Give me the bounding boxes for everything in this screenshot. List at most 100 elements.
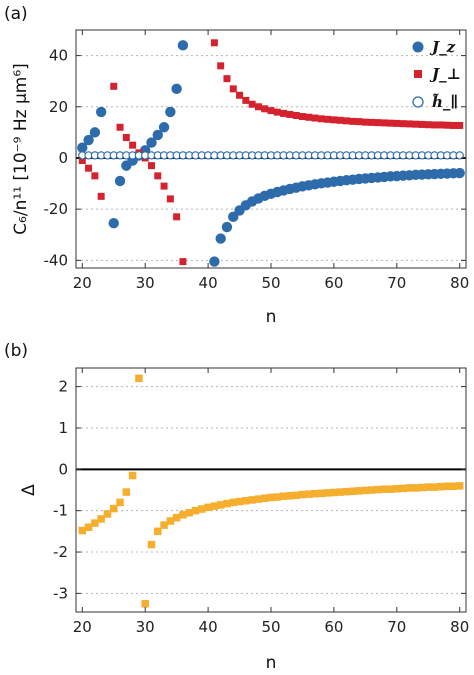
data-point bbox=[260, 494, 269, 503]
data-point bbox=[323, 489, 332, 497]
data-point bbox=[128, 471, 137, 480]
x-tick-label: 20 bbox=[73, 274, 92, 292]
data-point bbox=[109, 504, 118, 513]
data-point bbox=[292, 491, 300, 500]
data-point bbox=[204, 503, 212, 512]
data-point bbox=[242, 497, 250, 505]
data-point bbox=[286, 492, 294, 500]
data-point bbox=[361, 486, 370, 495]
data-point bbox=[386, 485, 395, 493]
data-point bbox=[210, 39, 218, 47]
y-tick-label: 20 bbox=[49, 98, 68, 116]
data-point bbox=[405, 120, 413, 128]
data-point bbox=[108, 218, 119, 229]
y-tick-label: 40 bbox=[49, 47, 68, 65]
data-point bbox=[185, 508, 193, 517]
series-series2 bbox=[78, 151, 464, 160]
data-point bbox=[84, 523, 93, 531]
data-point bbox=[166, 195, 174, 203]
x-tick-label: 70 bbox=[387, 618, 406, 636]
data-point bbox=[298, 490, 307, 499]
data-point bbox=[418, 483, 426, 492]
data-point bbox=[116, 498, 124, 507]
x-tick-label: 60 bbox=[324, 618, 343, 636]
data-point bbox=[273, 493, 282, 501]
data-point bbox=[215, 233, 226, 244]
y-tick-label: -20 bbox=[44, 200, 69, 218]
panel-a-x-axis-label: n bbox=[266, 307, 277, 327]
data-point bbox=[305, 113, 313, 121]
panel-a-data-points bbox=[77, 39, 465, 267]
data-point bbox=[336, 488, 344, 496]
data-point bbox=[85, 164, 93, 172]
panel-a-legend: J_z J_⊥ h̃_∥ bbox=[412, 38, 461, 111]
data-point bbox=[236, 91, 244, 99]
legend-marker bbox=[412, 96, 424, 108]
data-point bbox=[179, 511, 187, 519]
data-point bbox=[254, 103, 262, 111]
data-point bbox=[110, 82, 118, 90]
data-point bbox=[77, 142, 88, 153]
data-point bbox=[198, 505, 206, 513]
data-point bbox=[380, 485, 388, 493]
data-point bbox=[368, 118, 376, 126]
data-point bbox=[154, 527, 162, 536]
x-tick-label: 60 bbox=[324, 274, 343, 292]
data-point bbox=[454, 167, 465, 179]
x-tick-label: 50 bbox=[261, 274, 280, 292]
data-point bbox=[399, 484, 407, 493]
data-point bbox=[254, 495, 263, 503]
series-series0 bbox=[77, 40, 465, 267]
data-point bbox=[455, 482, 464, 490]
data-point bbox=[336, 116, 344, 124]
data-point bbox=[154, 172, 162, 180]
x-tick-label: 20 bbox=[73, 618, 92, 636]
x-tick-label: 40 bbox=[199, 274, 218, 292]
panel-label-b: (b) bbox=[4, 341, 28, 361]
data-point bbox=[324, 115, 332, 123]
legend-label: J_⊥ bbox=[429, 65, 461, 83]
x-tick-label: 70 bbox=[387, 274, 406, 292]
x-tick-label: 30 bbox=[136, 618, 155, 636]
y-tick-label: -40 bbox=[44, 251, 69, 269]
data-point bbox=[217, 62, 225, 70]
chart-panel-a: 20 30 40 50 60 70 80 -40 -20 0 20 40 n C₆/n¹¹ [10⁻⁹… bbox=[11, 29, 469, 327]
data-point bbox=[91, 519, 99, 527]
data-point bbox=[229, 85, 237, 93]
data-point bbox=[342, 117, 350, 125]
panel-a-y-axis-label: C₆/n¹¹ [10⁻⁹ Hz μm⁶] bbox=[11, 63, 31, 235]
y-tick-label: -3 bbox=[53, 584, 68, 602]
y-tick-label: -1 bbox=[53, 502, 68, 520]
data-point bbox=[317, 115, 325, 123]
data-point bbox=[374, 119, 382, 127]
data-point bbox=[135, 374, 143, 383]
data-point bbox=[172, 513, 181, 522]
data-point bbox=[361, 118, 369, 126]
data-point bbox=[160, 182, 168, 190]
data-point bbox=[216, 501, 225, 509]
data-point bbox=[443, 482, 451, 491]
data-point bbox=[116, 123, 124, 131]
data-point bbox=[122, 488, 131, 496]
panel-b-gridlines bbox=[76, 386, 466, 594]
data-point bbox=[242, 96, 250, 104]
y-tick-label: 0 bbox=[58, 460, 68, 478]
data-point bbox=[273, 108, 281, 116]
data-point bbox=[147, 540, 156, 549]
data-point bbox=[248, 100, 256, 108]
data-point bbox=[166, 517, 175, 525]
data-point bbox=[146, 137, 157, 148]
data-point bbox=[114, 175, 126, 187]
data-point bbox=[405, 484, 414, 492]
panel-b-x-axis-label: n bbox=[266, 653, 277, 673]
data-point bbox=[424, 483, 433, 491]
y-tick-label: 1 bbox=[58, 419, 68, 437]
data-point bbox=[89, 127, 101, 138]
data-point bbox=[424, 121, 432, 129]
data-point bbox=[411, 484, 420, 492]
data-point bbox=[261, 105, 269, 113]
data-point bbox=[387, 119, 395, 127]
data-point bbox=[349, 487, 357, 495]
data-point bbox=[165, 106, 176, 118]
